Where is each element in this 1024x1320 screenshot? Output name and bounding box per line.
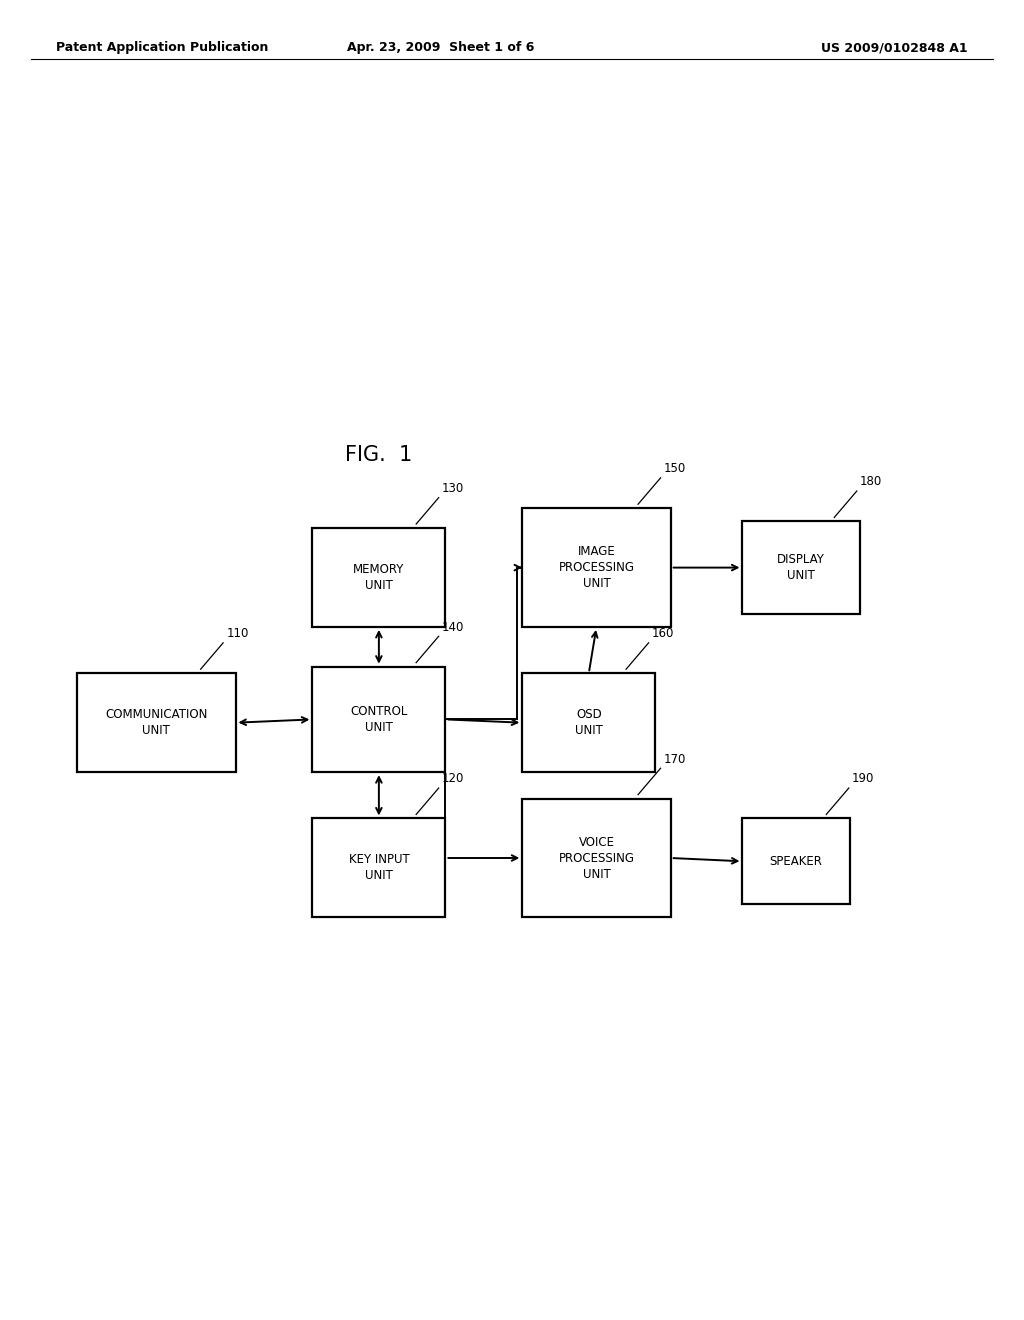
Bar <box>77 673 236 772</box>
Bar <box>312 528 445 627</box>
Text: VOICE
PROCESSING
UNIT: VOICE PROCESSING UNIT <box>558 836 635 880</box>
Text: 150: 150 <box>664 462 686 475</box>
Text: 140: 140 <box>441 620 464 634</box>
Bar <box>522 673 655 772</box>
Text: MEMORY
UNIT: MEMORY UNIT <box>353 564 404 591</box>
Text: 130: 130 <box>441 482 464 495</box>
Bar <box>522 799 671 917</box>
Text: DISPLAY
UNIT: DISPLAY UNIT <box>777 553 825 582</box>
Bar <box>312 667 445 772</box>
Bar <box>742 521 860 614</box>
Text: 180: 180 <box>860 475 882 488</box>
Text: IMAGE
PROCESSING
UNIT: IMAGE PROCESSING UNIT <box>558 545 635 590</box>
Text: COMMUNICATION
UNIT: COMMUNICATION UNIT <box>105 709 207 737</box>
Text: 110: 110 <box>226 627 249 640</box>
Text: SPEAKER: SPEAKER <box>770 855 822 867</box>
Text: 120: 120 <box>441 772 464 785</box>
Text: CONTROL
UNIT: CONTROL UNIT <box>350 705 408 734</box>
Text: FIG.  1: FIG. 1 <box>345 445 413 466</box>
Bar <box>742 818 850 904</box>
Text: US 2009/0102848 A1: US 2009/0102848 A1 <box>821 41 968 54</box>
Text: Patent Application Publication: Patent Application Publication <box>56 41 268 54</box>
Bar <box>312 818 445 917</box>
Text: 190: 190 <box>852 772 874 785</box>
Text: 160: 160 <box>651 627 674 640</box>
Text: KEY INPUT
UNIT: KEY INPUT UNIT <box>348 854 410 882</box>
Text: OSD
UNIT: OSD UNIT <box>574 709 603 737</box>
Bar <box>522 508 671 627</box>
Text: Apr. 23, 2009  Sheet 1 of 6: Apr. 23, 2009 Sheet 1 of 6 <box>347 41 534 54</box>
Text: 170: 170 <box>664 752 686 766</box>
